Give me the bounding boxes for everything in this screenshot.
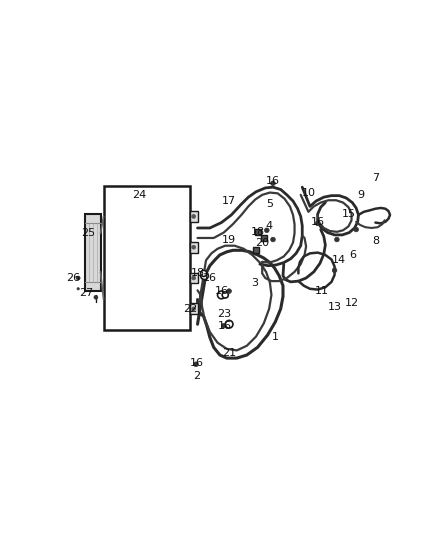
Text: 4: 4	[265, 221, 273, 231]
Circle shape	[354, 227, 358, 232]
Circle shape	[271, 181, 276, 185]
Text: 11: 11	[314, 286, 328, 296]
Text: 12: 12	[345, 297, 359, 308]
Circle shape	[201, 272, 208, 280]
Circle shape	[77, 288, 79, 290]
Text: 3: 3	[251, 278, 258, 288]
Text: 18: 18	[251, 227, 265, 237]
Text: 20: 20	[255, 238, 269, 248]
Bar	[253, 247, 259, 253]
Circle shape	[192, 307, 196, 311]
Text: 9: 9	[357, 190, 364, 200]
Text: 15: 15	[342, 209, 356, 219]
Text: 16: 16	[266, 176, 280, 186]
Text: 27: 27	[80, 288, 94, 298]
Circle shape	[335, 237, 339, 242]
Text: 25: 25	[81, 228, 95, 238]
Circle shape	[315, 221, 320, 225]
Bar	[255, 229, 261, 235]
Circle shape	[271, 237, 276, 242]
Text: 16: 16	[190, 358, 204, 368]
Bar	[190, 303, 198, 314]
Text: 21: 21	[222, 348, 236, 358]
Text: 8: 8	[373, 236, 380, 246]
Bar	[190, 273, 198, 284]
Text: 16: 16	[218, 321, 232, 331]
Text: 14: 14	[332, 255, 346, 265]
Circle shape	[192, 245, 196, 249]
Text: 6: 6	[349, 250, 356, 260]
Text: 13: 13	[328, 302, 342, 311]
Text: 16: 16	[203, 273, 217, 283]
Circle shape	[227, 289, 231, 294]
Bar	[261, 235, 267, 241]
Text: 24: 24	[132, 190, 146, 200]
Bar	[190, 211, 198, 222]
Circle shape	[332, 268, 337, 273]
Bar	[107, 189, 187, 327]
Text: 1: 1	[272, 332, 279, 342]
Text: 7: 7	[372, 173, 379, 183]
Text: 2: 2	[193, 371, 200, 381]
Bar	[190, 242, 198, 253]
Text: 10: 10	[301, 188, 315, 198]
Text: 22: 22	[183, 304, 197, 314]
Text: 5: 5	[266, 199, 273, 209]
Text: 16: 16	[214, 286, 228, 296]
Circle shape	[76, 276, 80, 280]
Circle shape	[94, 295, 98, 299]
Bar	[85, 214, 100, 291]
Circle shape	[221, 324, 226, 328]
Text: 19: 19	[222, 235, 236, 245]
Text: 26: 26	[66, 273, 80, 283]
Circle shape	[192, 214, 196, 219]
Text: 18: 18	[191, 269, 205, 278]
Circle shape	[265, 228, 269, 232]
Circle shape	[222, 292, 228, 298]
Text: 16: 16	[311, 217, 325, 227]
Circle shape	[194, 362, 198, 367]
Circle shape	[225, 320, 233, 328]
Circle shape	[201, 270, 207, 277]
Circle shape	[218, 291, 225, 299]
Bar	[103, 185, 190, 330]
Circle shape	[192, 276, 196, 280]
Text: 17: 17	[222, 196, 236, 206]
Text: 23: 23	[217, 309, 231, 319]
